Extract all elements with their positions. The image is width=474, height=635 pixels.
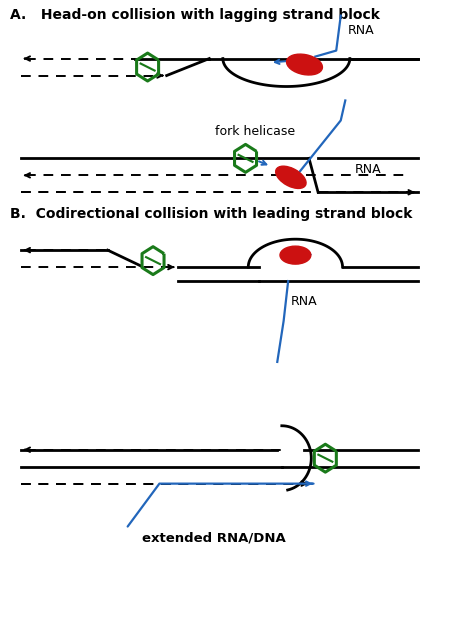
Text: RNA: RNA	[348, 24, 374, 37]
Text: A.   Head-on collision with lagging strand block: A. Head-on collision with lagging strand…	[10, 8, 380, 22]
Ellipse shape	[287, 54, 322, 75]
Text: RNA: RNA	[291, 295, 318, 308]
Ellipse shape	[276, 166, 306, 189]
Text: B.  Codirectional collision with leading strand block: B. Codirectional collision with leading …	[10, 207, 412, 221]
Text: RNA: RNA	[355, 163, 381, 176]
Ellipse shape	[280, 246, 311, 264]
Text: extended RNA/DNA: extended RNA/DNA	[142, 531, 286, 545]
Text: fork helicase: fork helicase	[215, 125, 295, 138]
